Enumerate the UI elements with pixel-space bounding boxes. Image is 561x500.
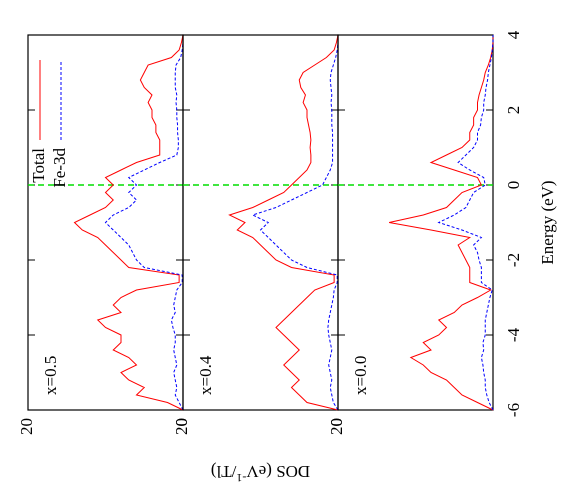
x-tick-label: 4 — [504, 30, 523, 39]
y-tick-label: 20 — [172, 418, 191, 435]
panel-frame — [337, 34, 494, 411]
panel-label: x=0.0 — [351, 356, 370, 395]
y-axis-label-part: /Tl) — [211, 462, 237, 481]
x-tick-label: 2 — [504, 106, 523, 115]
panel-label: x=0.4 — [196, 355, 215, 395]
x-tick-label: -6 — [504, 403, 523, 417]
dos-line — [437, 35, 494, 411]
y-axis-label-part: DOS (eV — [246, 462, 310, 481]
y-axis-label-part: -1 — [236, 471, 246, 485]
x-tick-label: 0 — [504, 181, 523, 190]
legend-label: Total — [29, 148, 48, 183]
y-tick-label: 0 — [172, 418, 191, 427]
dos-line — [389, 35, 494, 411]
y-axis-label: DOS (eV-1/Tl) — [211, 462, 310, 485]
panel-frame — [182, 34, 339, 411]
dos-line — [104, 35, 184, 411]
y-tick-label: 20 — [327, 418, 346, 435]
x-axis-label: Energy (eV) — [538, 180, 557, 264]
x-tick-label: -2 — [504, 253, 523, 267]
dos-line — [73, 34, 184, 411]
dos-line — [251, 35, 339, 411]
x-tick-label: -4 — [504, 327, 523, 342]
legend-label: Fe-3d — [50, 148, 69, 188]
y-tick-label: 20 — [17, 418, 36, 435]
y-tick-label: 0 — [327, 418, 346, 427]
panel-label: x=0.5 — [41, 356, 60, 395]
dos-line — [228, 34, 339, 411]
